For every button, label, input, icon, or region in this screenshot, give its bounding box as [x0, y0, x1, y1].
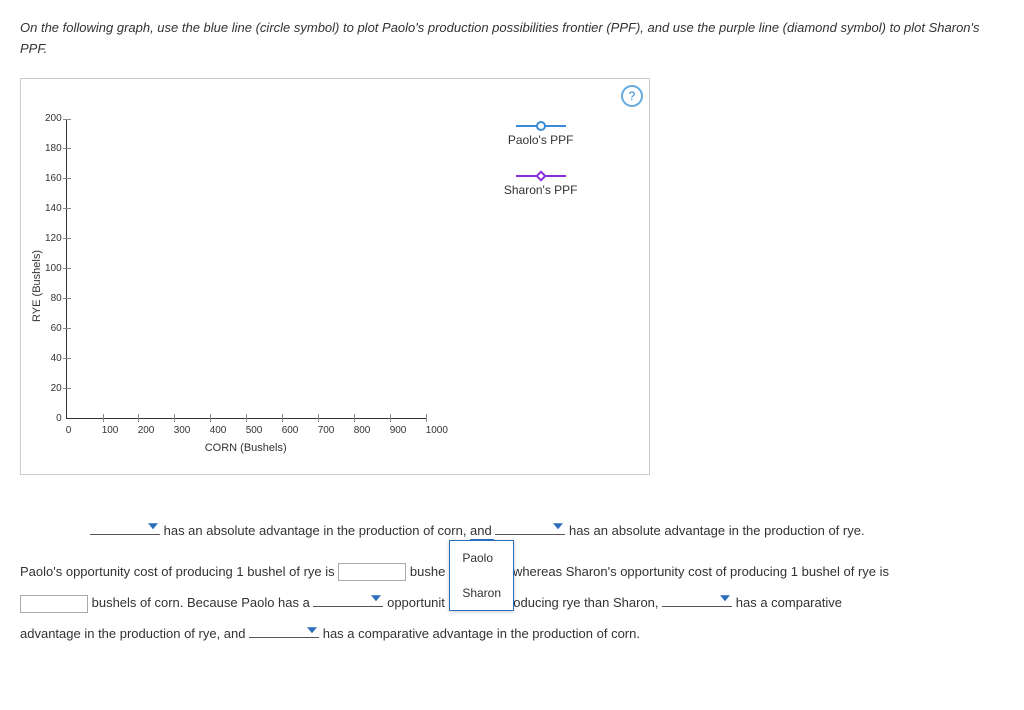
input-sharon-oc[interactable] — [20, 595, 88, 613]
legend-item-paolo[interactable]: Paolo's PPF — [486, 125, 596, 147]
dropdown-option-paolo[interactable]: Paolo — [450, 541, 513, 576]
text: has an absolute advantage in the product… — [565, 523, 864, 538]
plot-area[interactable] — [66, 119, 426, 419]
graph-panel: ? RYE (Bushels) 200 180 160 140 120 100 … — [20, 78, 650, 475]
text: bushe — [410, 564, 445, 579]
legend-label: Sharon's PPF — [504, 183, 578, 197]
text: has a comparative advantage in the produ… — [319, 626, 640, 641]
legend: Paolo's PPF Sharon's PPF — [486, 125, 596, 197]
graph-inner: RYE (Bushels) 200 180 160 140 120 100 80… — [21, 79, 649, 474]
dropdown-open-menu[interactable]: Paolo Sharon — [449, 540, 514, 612]
dropdown-absolute-corn[interactable] — [90, 517, 160, 535]
legend-label: Paolo's PPF — [508, 133, 574, 147]
dropdown-absolute-rye[interactable] — [495, 517, 565, 535]
dropdown-option-sharon[interactable]: Sharon — [450, 576, 513, 611]
text: opportunit — [383, 595, 444, 610]
help-button[interactable]: ? — [621, 85, 643, 107]
x-axis-label: CORN (Bushels) — [66, 442, 426, 454]
text: advantage in the production of rye, and — [20, 626, 249, 641]
text: bushels of corn. Because Paolo has a — [88, 595, 313, 610]
instructions-text: On the following graph, use the blue lin… — [20, 18, 1004, 60]
dropdown-higher-lower[interactable] — [313, 589, 383, 607]
y-axis-label: RYE (Bushels) — [31, 250, 43, 322]
legend-item-sharon[interactable]: Sharon's PPF — [486, 175, 596, 197]
text: has an absolute advantage in the product… — [160, 523, 495, 538]
text: roducing rye than Sharon, — [509, 595, 662, 610]
input-paolo-oc[interactable] — [338, 563, 406, 581]
paolo-marker-icon — [516, 125, 566, 127]
text: Paolo's opportunity cost of producing 1 … — [20, 564, 338, 579]
sharon-marker-icon — [516, 175, 566, 177]
question-line-1: has an absolute advantage in the product… — [90, 515, 1004, 546]
plot-column: 0 100 200 300 400 500 600 700 800 900 10… — [66, 119, 426, 454]
dropdown-comparative-rye[interactable] — [662, 589, 732, 607]
dropdown-comparative-corn[interactable] — [249, 620, 319, 638]
question-line-4: advantage in the production of rye, and … — [20, 618, 1004, 649]
question-line-2: Paolo's opportunity cost of producing 1 … — [20, 556, 1004, 587]
x-tick-labels: 0 100 200 300 400 500 600 700 800 900 10… — [66, 425, 426, 436]
question-block: has an absolute advantage in the product… — [20, 515, 1004, 650]
text: has a comparative — [732, 595, 842, 610]
text: whereas Sharon's opportunity cost of pro… — [509, 564, 889, 579]
